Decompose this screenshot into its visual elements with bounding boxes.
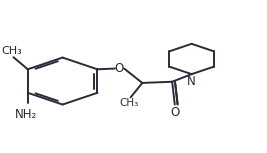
Text: NH₂: NH₂ — [15, 108, 38, 121]
Text: CH₃: CH₃ — [120, 98, 139, 108]
Text: CH₃: CH₃ — [2, 46, 22, 56]
Text: O: O — [115, 62, 124, 75]
Text: N: N — [187, 75, 196, 88]
Text: O: O — [170, 106, 179, 119]
